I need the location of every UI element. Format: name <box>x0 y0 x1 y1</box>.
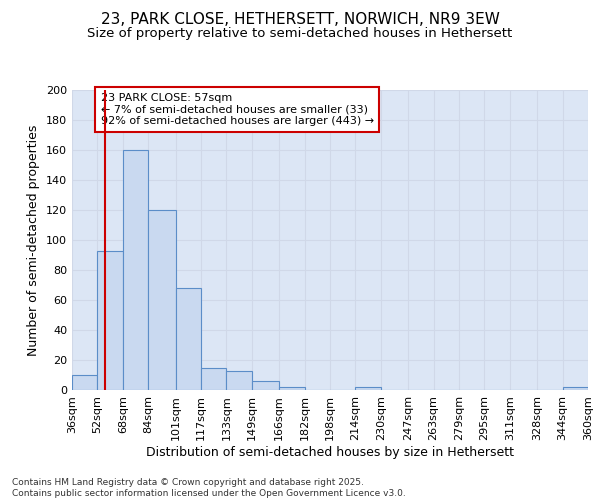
Text: 23 PARK CLOSE: 57sqm
← 7% of semi-detached houses are smaller (33)
92% of semi-d: 23 PARK CLOSE: 57sqm ← 7% of semi-detach… <box>101 93 374 126</box>
Text: Size of property relative to semi-detached houses in Hethersett: Size of property relative to semi-detach… <box>88 28 512 40</box>
Bar <box>201 368 226 390</box>
Bar <box>226 370 252 390</box>
Y-axis label: Number of semi-detached properties: Number of semi-detached properties <box>28 124 40 356</box>
Bar <box>252 381 279 390</box>
X-axis label: Distribution of semi-detached houses by size in Hethersett: Distribution of semi-detached houses by … <box>146 446 514 458</box>
Bar <box>97 250 123 390</box>
Bar <box>148 210 176 390</box>
Text: Contains HM Land Registry data © Crown copyright and database right 2025.
Contai: Contains HM Land Registry data © Crown c… <box>12 478 406 498</box>
Bar <box>123 150 148 390</box>
Bar <box>176 288 201 390</box>
Text: 23, PARK CLOSE, HETHERSETT, NORWICH, NR9 3EW: 23, PARK CLOSE, HETHERSETT, NORWICH, NR9… <box>101 12 499 28</box>
Bar <box>355 387 381 390</box>
Bar <box>563 387 588 390</box>
Bar <box>279 387 305 390</box>
Bar <box>72 375 97 390</box>
